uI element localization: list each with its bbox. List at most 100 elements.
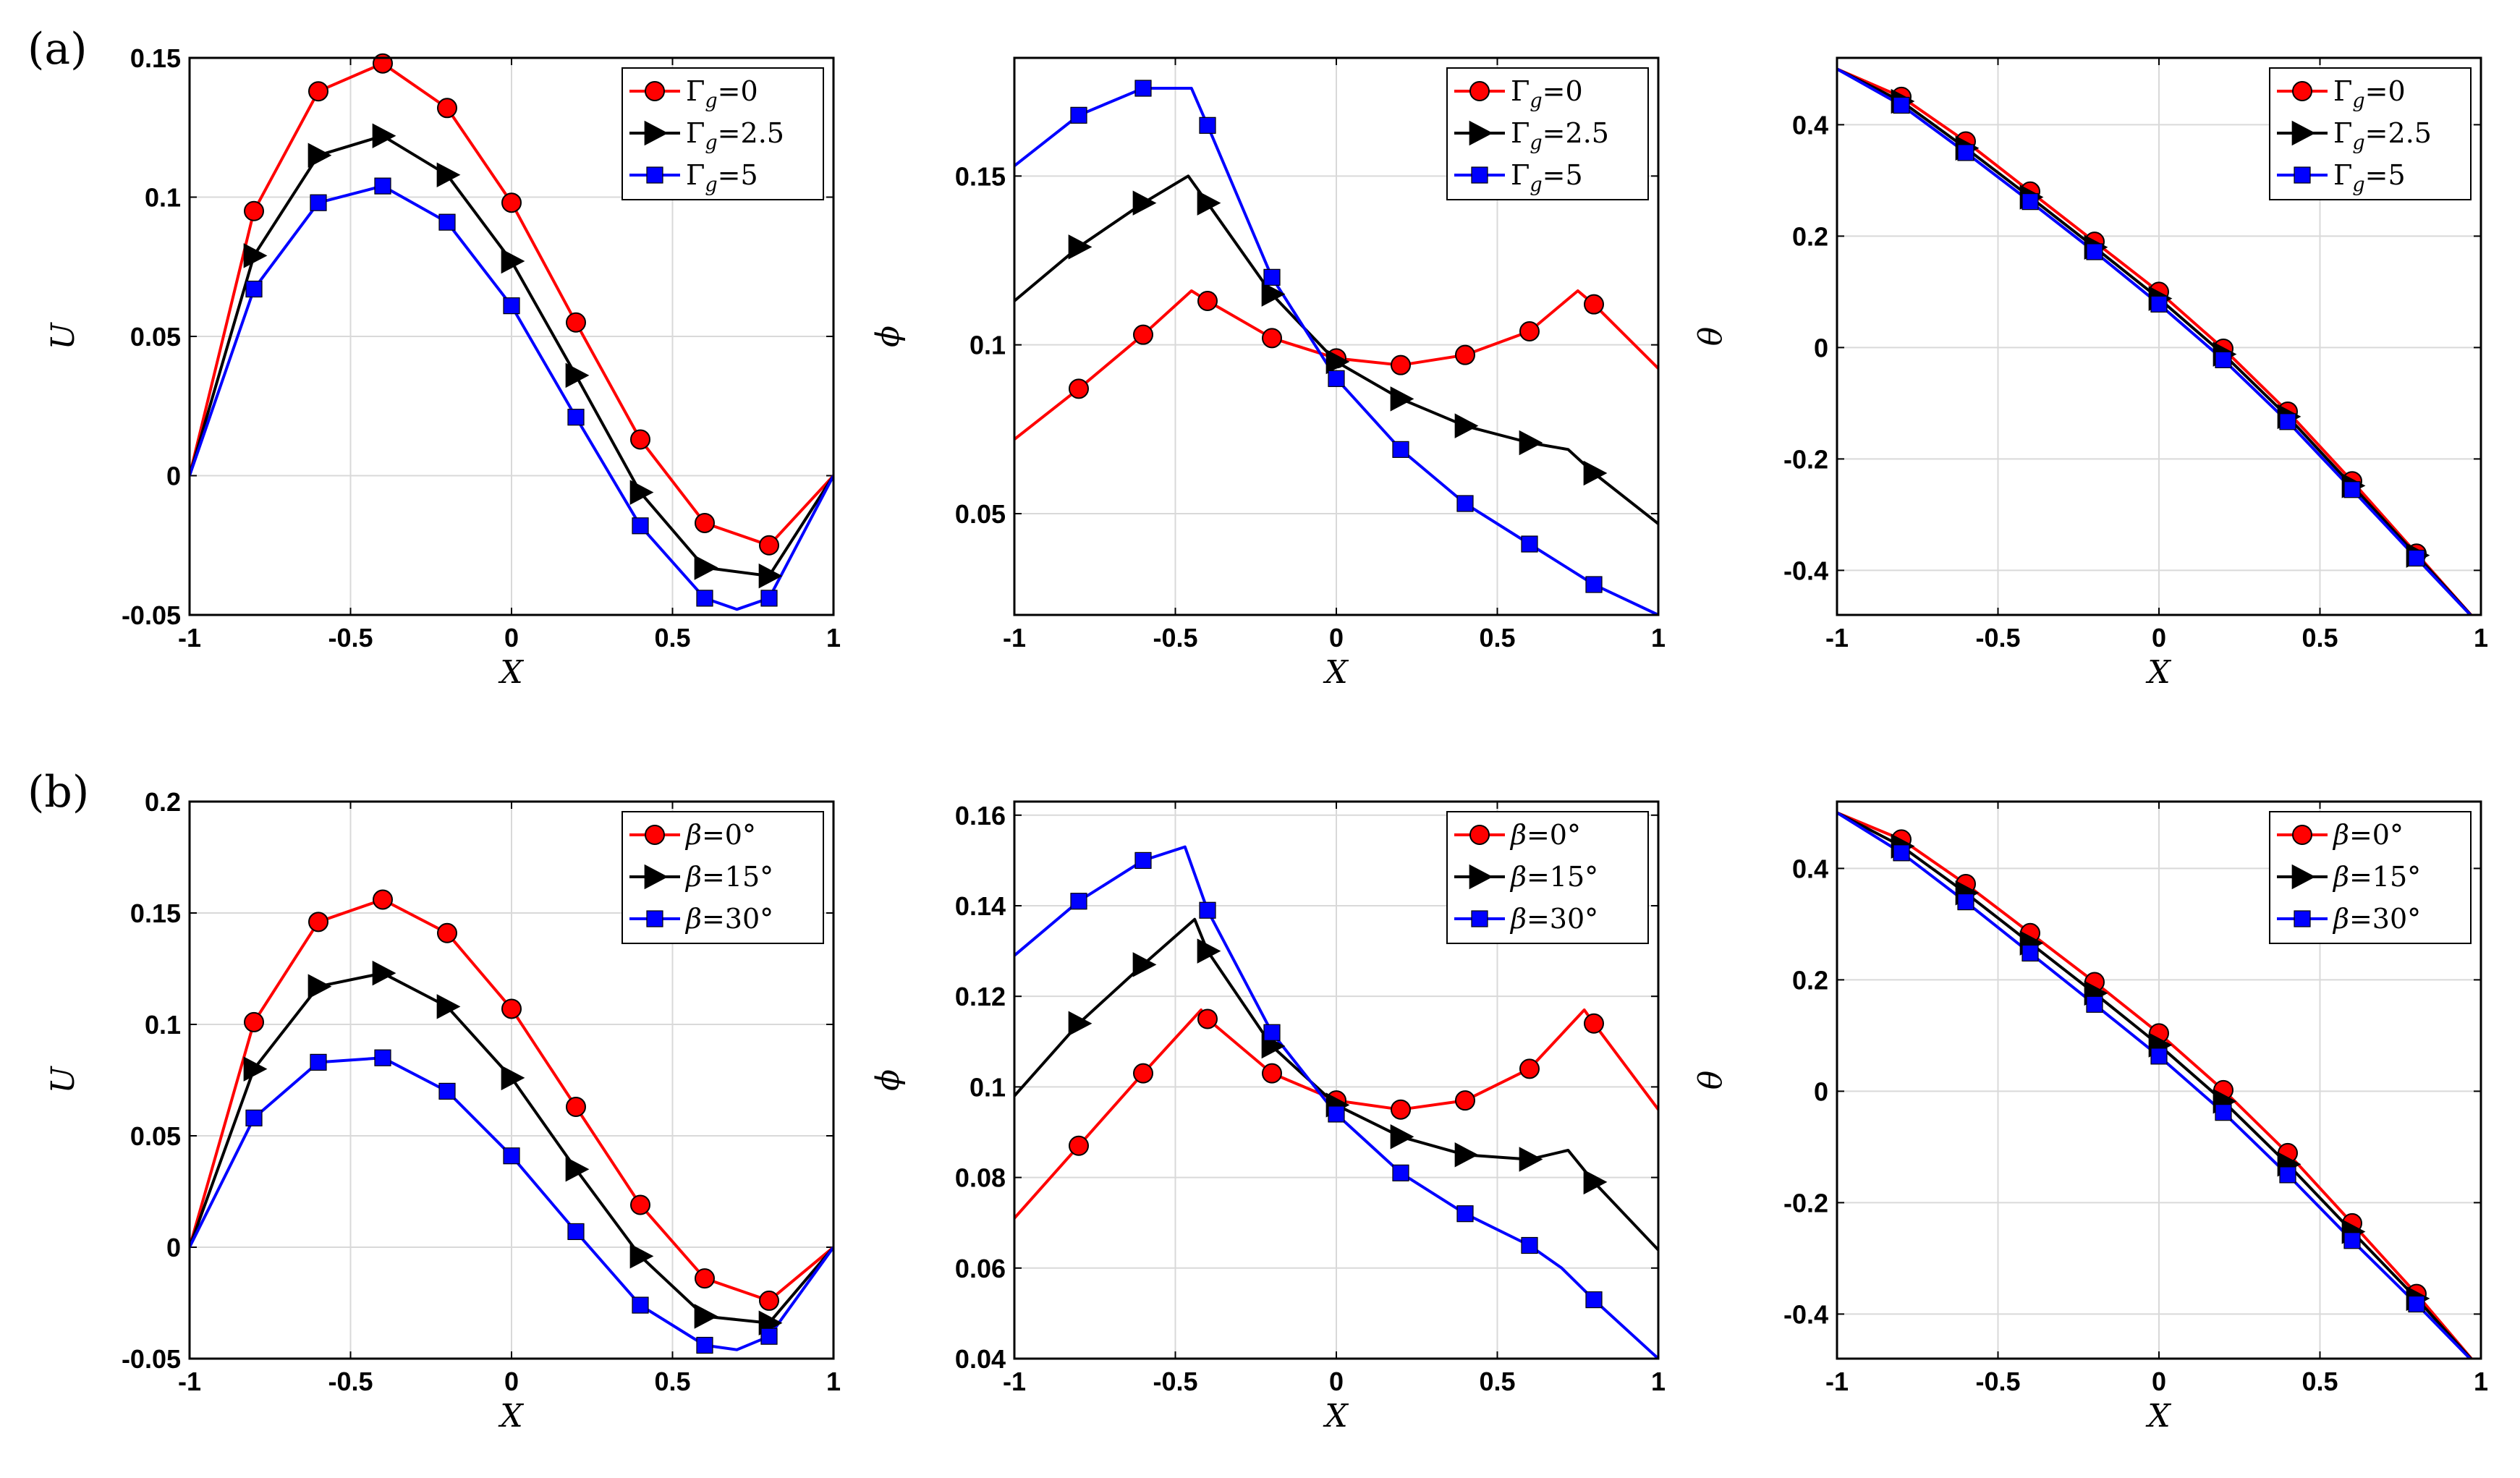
x-axis-label: X [498,1398,524,1435]
legend-symbol: β [2332,819,2349,851]
x-tick-label: 1 [1651,623,1666,653]
x-tick-label: 1 [2474,1367,2488,1396]
legend-symbol: Γ [2333,159,2352,191]
data-point-series-2 [1390,1124,1414,1150]
y-tick-label: 0.2 [1792,965,1828,995]
legend-label-2: Γg=2.5 [686,117,784,154]
data-point-series-3 [245,280,263,298]
y-tick-label: -0.4 [1783,556,1828,585]
data-point-series-3 [2215,351,2232,368]
legend-symbol: Γ [1511,75,1530,107]
legend-label-2: Γg=2.5 [1511,117,1609,154]
data-point-series-1 [1262,1063,1282,1084]
legend-value: =30° [1527,903,1598,935]
y-axis-label: θ [1692,327,1729,347]
legend-symbol: β [684,903,702,935]
data-point-series-1 [244,200,264,221]
legend-label-1: β=0° [1509,819,1581,851]
x-tick-label: 0 [504,1367,519,1396]
data-point-series-3 [1070,106,1087,124]
x-tick-label: -1 [178,1367,201,1396]
y-tick-label: 0.4 [1792,854,1828,883]
legend-marker-1 [645,81,665,101]
legend-marker-2 [1469,120,1493,146]
legend-value: =2.5 [718,117,784,149]
legend-subscript: g [705,90,717,112]
data-point-series-2 [243,243,268,268]
data-point-series-1 [1519,1058,1540,1079]
data-point-series-1 [566,1096,586,1117]
x-tick-label: -1 [1003,1367,1026,1396]
y-tick-label: 0.04 [955,1344,1006,1374]
data-point-series-3 [1328,1105,1345,1123]
chart-4: -1 -0.5 0 0.5 1-0.0500.050.10.150.2XUβ=0°β=1… [45,787,841,1435]
data-point-series-2 [1583,1169,1608,1195]
data-point-series-3 [1585,1291,1603,1309]
data-point-series-2 [436,994,461,1019]
data-point-series-3 [1134,80,1152,97]
legend-subscript: g [1530,90,1542,112]
data-point-series-3 [2279,1166,2296,1184]
data-point-series-3 [1456,495,1474,512]
data-point-series-2 [1197,938,1221,964]
plot-frame [1836,56,2482,616]
legend: Γg=0Γg=2.5Γg=5 [1446,67,1649,200]
legend-subscript: g [2352,174,2364,196]
chart-1: -1 -0.5 0 0.5 1-0.0500.050.10.15XUΓg=0Γg=2.5… [45,43,841,691]
data-point-series-3 [1957,893,1974,911]
data-point-series-3 [503,297,520,315]
data-point-series-2 [1132,952,1157,977]
data-point-series-2 [1068,234,1093,260]
data-point-series-1 [1455,1090,1475,1111]
legend-value: =5 [2365,159,2406,191]
legend-symbol: Γ [1511,117,1530,149]
data-point-series-1 [1069,1135,1089,1156]
data-point-series-1 [1584,294,1604,315]
y-axis-label: U [45,322,82,350]
legend-symbol: Γ [686,117,705,149]
legend-marker-2 [1469,864,1493,890]
data-point-series-2 [1519,430,1543,456]
x-tick-label: 1 [826,623,841,653]
data-point-series-3 [760,590,778,607]
legend-subscript: g [2352,132,2364,154]
data-point-series-2 [372,123,396,149]
data-point-series-3 [2343,481,2361,498]
legend-value: =0° [702,819,756,851]
legend-symbol: β [1509,819,1527,851]
legend-label-3: β=30° [2332,903,2421,935]
x-tick-label: -1 [1003,623,1026,653]
legend-marker-2 [644,864,669,890]
y-tick-label: -0.05 [122,1344,181,1374]
data-point-series-2 [1132,190,1157,216]
data-point-series-2 [1325,349,1350,375]
legend-label-2: Γg=2.5 [2333,117,2432,154]
legend-value: =0 [2365,75,2406,107]
data-point-series-3 [1070,893,1087,910]
y-tick-label: 0.06 [955,1254,1006,1283]
x-axis-label: X [2145,654,2171,691]
data-point-series-2 [372,960,396,986]
data-point-series-3 [696,1336,713,1354]
data-point-series-1 [1519,321,1540,341]
legend-label-2: β=15° [684,861,773,893]
y-tick-label: 0.14 [955,891,1006,921]
y-tick-label: 0.1 [145,183,181,213]
data-point-series-3 [245,1109,263,1126]
data-point-series-3 [1328,370,1345,387]
data-point-series-1 [244,1011,264,1032]
data-point-series-1 [1262,328,1282,349]
data-point-series-3 [1134,851,1152,869]
y-tick-label: 0.2 [1792,221,1828,251]
data-point-series-1 [501,998,522,1019]
data-point-series-3 [632,517,649,535]
legend-value: =0 [718,75,758,107]
data-point-series-3 [2408,1295,2425,1313]
data-point-series-3 [632,1296,649,1314]
legend-label-2: β=15° [1509,861,1598,893]
y-tick-label: -0.2 [1783,444,1828,474]
legend-value: =2.5 [1543,117,1609,149]
legend-label-1: β=0° [2332,819,2404,851]
legend-value: =0 [1543,75,1583,107]
